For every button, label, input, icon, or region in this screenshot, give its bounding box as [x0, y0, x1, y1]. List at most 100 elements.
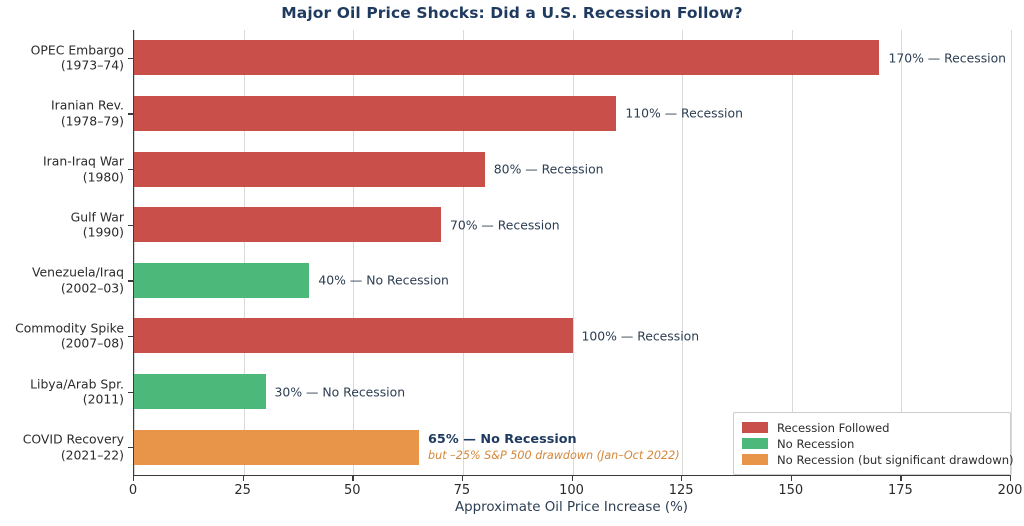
x-tick-mark [1010, 476, 1012, 481]
y-tick-mark [128, 57, 133, 60]
bar-value-label-note: but –25% S&P 500 drawdown (Jan–Oct 2022) [428, 449, 680, 463]
x-tick-label: 150 [778, 483, 804, 498]
bar-row: 30% — No Recession [134, 364, 1011, 420]
bar-row: 110% — Recession [134, 86, 1011, 142]
bar-iran-iraq-war[interactable] [134, 151, 485, 187]
gridline-x-0 [134, 30, 135, 475]
legend-item[interactable]: Recession Followed [742, 420, 1002, 435]
legend-label: No Recession (but significant drawdown) [777, 452, 1014, 467]
y-tick-event: Libya/Arab Spr. [30, 376, 124, 392]
bar-gulf-war[interactable] [134, 207, 441, 243]
y-tick-period: (2002–03) [60, 280, 124, 296]
bar-value-label: 110% — Recession [625, 105, 743, 121]
x-tick-label: 25 [234, 483, 251, 498]
x-tick-label: 125 [668, 483, 694, 498]
bar-row: 170% — Recession [134, 30, 1011, 86]
y-tick-label: Venezuela/Iraq (2002–03) [0, 265, 124, 296]
x-tick-mark [242, 476, 244, 481]
y-tick-period: (2011) [82, 391, 124, 407]
y-tick-mark [128, 335, 133, 338]
bar-opec-embargo[interactable] [134, 40, 880, 76]
y-tick-period: (1980) [82, 169, 124, 185]
y-tick-event: Venezuela/Iraq [31, 264, 124, 280]
bar-value-label-primary: 65% — No Recession [428, 432, 577, 447]
chart-legend: Recession Followed No Recession No Recessi… [733, 412, 1014, 475]
x-tick-label: 50 [343, 483, 361, 498]
x-axis: 0 25 50 75 100 125 150 175 200 [129, 476, 1022, 522]
y-tick-label: OPEC Embargo (1973–74) [0, 42, 124, 73]
gridline-x-150 [791, 30, 793, 475]
legend-item[interactable]: No Recession (but significant drawdown) [742, 452, 1014, 467]
bar-value-label: 70% — Recession [449, 217, 560, 233]
x-tick-label: 100 [559, 483, 584, 498]
bar-value-label: 100% — Recession [581, 328, 700, 344]
bar-row: 65% — No Recession but –25% S&P 500 drawd… [134, 419, 1011, 475]
bar-row: 40% — No Recession [134, 253, 1011, 309]
y-tick-label: Iranian Rev. (1978–79) [0, 98, 124, 129]
x-tick-label: 0 [128, 483, 138, 498]
bar-row: 70% — Recession [134, 197, 1011, 253]
legend-item[interactable]: No Recession [742, 436, 1002, 451]
bar-value-label: 65% — No Recession but –25% S&P 500 drawd… [419, 431, 680, 463]
x-tick-mark [352, 476, 354, 481]
bar-commodity-spike[interactable] [134, 318, 573, 354]
legend-swatch-icon [742, 422, 768, 433]
gridline-x-75 [462, 30, 464, 475]
y-tick-event: Commodity Spike [15, 320, 124, 336]
x-tick-mark [133, 476, 135, 481]
y-tick-mark [128, 391, 133, 393]
y-tick-mark [128, 447, 133, 449]
bar-value-label: 30% — No Recession [274, 384, 406, 400]
y-tick-period: (2021–22) [60, 447, 124, 463]
y-axis-labels: OPEC Embargo (1973–74) Iranian Rev. (1978–7… [0, 30, 133, 475]
gridline-x-125 [682, 30, 684, 475]
x-tick-mark [571, 476, 573, 481]
y-tick-period: (1990) [82, 224, 124, 240]
bar-value-label: 170% — Recession [888, 50, 1007, 66]
x-tick-mark [790, 476, 793, 481]
legend-swatch-icon [742, 438, 768, 449]
bar-iranian-rev[interactable] [134, 95, 617, 131]
bar-covid-recovery[interactable] [134, 429, 420, 465]
y-tick-period: (1978–79) [60, 113, 124, 129]
y-tick-mark [128, 280, 133, 282]
plot-area: 170% — Recession 110% — Recession 80% — Re… [133, 30, 1012, 476]
legend-label: Recession Followed [777, 420, 890, 435]
x-tick-label: 200 [997, 483, 1023, 498]
gridline-x-175 [901, 30, 903, 475]
gridline-x-100 [572, 30, 574, 475]
y-tick-label: Commodity Spike (2007–08) [0, 320, 124, 351]
legend-swatch-icon [742, 454, 768, 465]
bar-libya-arab-spr[interactable] [134, 374, 266, 410]
y-tick-event: Iranian Rev. [50, 97, 124, 113]
y-tick-label: Gulf War (1990) [0, 209, 124, 240]
y-tick-event: Iran-Iraq War [43, 153, 124, 169]
gridline-x-25 [243, 30, 245, 475]
bar-value-label: 40% — No Recession [318, 272, 449, 288]
y-tick-mark [128, 224, 133, 226]
bar-row: 80% — Recession [134, 141, 1011, 197]
x-tick-mark [461, 476, 464, 481]
x-tick-mark [900, 476, 902, 481]
y-tick-period: (1973–74) [60, 57, 124, 73]
x-tick-label: 175 [887, 483, 913, 498]
y-tick-event: COVID Recovery [22, 431, 124, 447]
y-tick-period: (2007–08) [60, 335, 124, 351]
legend-label: No Recession [777, 436, 855, 451]
x-tick-label: 75 [453, 483, 471, 498]
y-tick-event: Gulf War [70, 209, 124, 225]
bar-row: 100% — Recession [134, 308, 1011, 364]
bar-value-label: 80% — Recession [493, 161, 604, 177]
y-tick-label: Iran-Iraq War (1980) [0, 154, 124, 185]
x-tick-mark [681, 476, 683, 481]
bar-venezuela-iraq[interactable] [134, 262, 310, 298]
y-tick-label: Libya/Arab Spr. (2011) [0, 376, 124, 407]
page-title: Major Oil Price Shocks: Did a U.S. Reces… [281, 4, 743, 22]
y-tick-event: OPEC Embargo [30, 42, 124, 58]
y-tick-mark [128, 169, 133, 171]
y-tick-label: COVID Recovery (2021–22) [0, 432, 124, 463]
x-axis-title: Approximate Oil Price Increase (%) [454, 500, 689, 515]
y-tick-mark [128, 113, 133, 115]
gridline-x-200 [1011, 30, 1012, 475]
